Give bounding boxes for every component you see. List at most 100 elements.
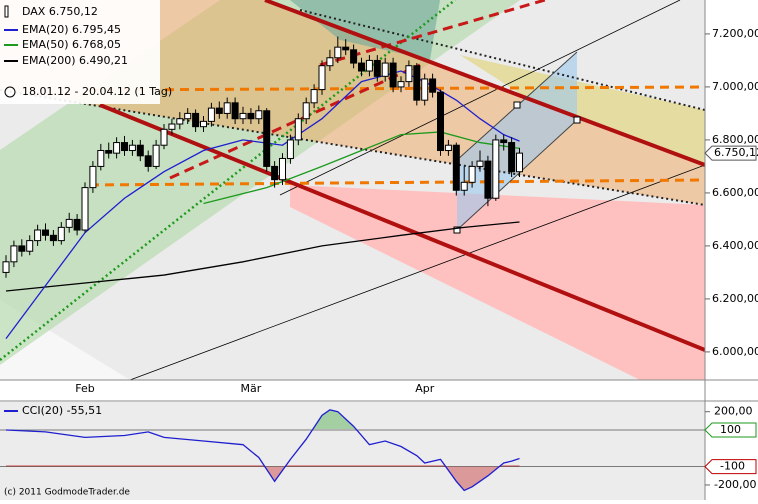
handle[interactable] <box>513 101 521 109</box>
cci-panel <box>0 409 705 492</box>
cci-line <box>5 409 520 492</box>
dashed-level <box>89 85 705 92</box>
candle-body <box>34 229 42 242</box>
y-tick-label: -200,00 <box>714 478 756 491</box>
candle-body <box>500 139 508 144</box>
candle-body <box>373 59 381 77</box>
candle-body <box>144 155 152 167</box>
candle-body <box>326 57 334 67</box>
legend: DAX 6.750,12 EMA(20) 6.795,45 EMA(50) 6.… <box>0 0 172 104</box>
candle-body <box>10 245 18 263</box>
candle-body <box>81 187 89 231</box>
candle-body <box>468 165 476 183</box>
candle-body <box>247 112 255 120</box>
candle-body <box>57 226 65 242</box>
candle-body <box>350 49 358 64</box>
candle-body <box>223 102 231 114</box>
legend-swatch <box>4 5 9 18</box>
level-label: 100 <box>720 423 741 436</box>
candle-body <box>255 110 263 120</box>
handle[interactable] <box>453 226 461 234</box>
cci-legend: CCI(20) -55,51 <box>22 404 102 417</box>
candle-body <box>121 142 129 152</box>
y-tick-label: 6.600,00 <box>712 186 758 199</box>
channel-line <box>99 103 705 352</box>
candle-body <box>73 218 81 231</box>
dashed-level <box>89 178 705 187</box>
teal-zone <box>290 0 440 60</box>
candle-body <box>42 229 50 236</box>
legend-label: EMA(200) 6.490,21 <box>22 54 128 67</box>
candle-body <box>310 89 318 104</box>
candle-body <box>397 81 405 88</box>
candle-body <box>286 139 294 159</box>
candle-body <box>452 144 460 191</box>
candle-body <box>128 144 136 152</box>
candle-body <box>49 234 57 242</box>
candle-body <box>405 65 413 83</box>
yellow-zone <box>460 55 705 165</box>
candle-body <box>492 139 500 199</box>
legend-label: EMA(20) 6.795,45 <box>22 23 121 36</box>
y-tick-label: 6.000,00 <box>712 345 758 358</box>
y-tick-label: 6.800,00 <box>712 133 758 146</box>
candle-body <box>2 261 10 273</box>
candle-body <box>365 59 373 72</box>
candle-body <box>484 160 492 199</box>
handle[interactable] <box>573 116 581 124</box>
y-tick-label: 6.200,00 <box>712 292 758 305</box>
candle-body <box>279 157 287 181</box>
candle-body <box>271 165 279 181</box>
channel-edge <box>456 119 578 231</box>
candle-body <box>429 78 437 93</box>
candle-body <box>342 46 350 51</box>
candle-body <box>476 160 484 167</box>
price-panel <box>2 36 524 340</box>
level-label: -100 <box>720 460 745 473</box>
y-tick-label: 7.000,00 <box>712 80 758 93</box>
cci-background <box>0 402 705 500</box>
candle-body <box>334 46 342 59</box>
price-label: 6.750,12 <box>714 146 758 159</box>
level-marker <box>704 422 757 438</box>
dotted-line <box>0 89 705 206</box>
ema-line <box>5 221 520 292</box>
legend-label: DAX 6.750,12 <box>22 5 98 18</box>
candle-body <box>302 102 310 120</box>
candle-body <box>437 91 445 152</box>
date-range: 18.01.12 - 20.04.12 (1 Tag) <box>22 85 172 98</box>
candle-body <box>200 120 208 128</box>
candle-body <box>421 78 429 101</box>
candle-body <box>318 65 326 91</box>
candle-body <box>444 144 452 152</box>
legend-box <box>0 0 160 104</box>
trendline <box>129 164 705 380</box>
candle-body <box>389 62 397 88</box>
pink-zone <box>290 185 705 380</box>
candle-body <box>516 152 524 173</box>
candle-body <box>152 144 160 167</box>
candle-body <box>136 144 144 157</box>
candle-body <box>18 245 26 252</box>
ema-line <box>5 70 520 340</box>
candle-body <box>239 112 247 120</box>
trendline <box>279 0 681 196</box>
y-tick-label: 6.400,00 <box>712 239 758 252</box>
legend-label: EMA(50) 6.768,05 <box>22 38 121 51</box>
candle-body <box>215 107 223 114</box>
candle-body <box>97 150 105 167</box>
candle-body <box>105 150 113 154</box>
dotted-line <box>0 0 456 361</box>
level-marker <box>704 459 757 475</box>
candle-body <box>160 128 168 146</box>
candle-body <box>176 118 184 125</box>
candle-body <box>192 112 200 128</box>
candle-body <box>460 181 468 191</box>
candle-body <box>381 62 389 77</box>
candle-body <box>168 123 176 130</box>
x-tick-label: Mär <box>241 382 262 395</box>
ema-line <box>203 131 520 205</box>
candle-body <box>113 142 121 154</box>
candle-body <box>294 118 302 141</box>
